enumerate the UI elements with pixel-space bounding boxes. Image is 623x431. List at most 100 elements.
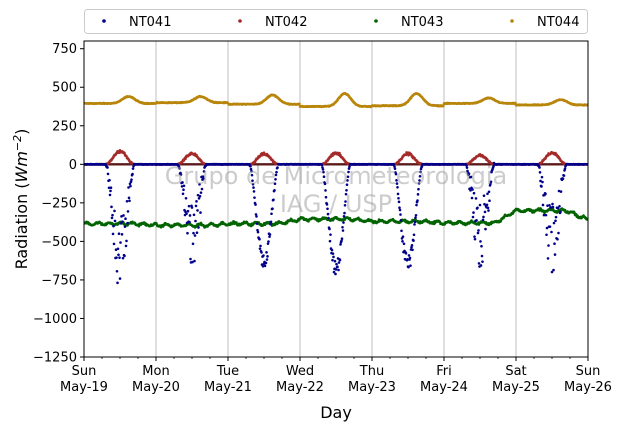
point-nt041 (544, 192, 547, 196)
x-tick-label-day: Sun (72, 364, 97, 379)
legend-box (84, 9, 588, 34)
point-nt041 (473, 235, 476, 238)
y-tick-label: 750 (52, 42, 77, 57)
point-nt041 (252, 190, 256, 193)
point-nt041 (477, 229, 480, 232)
grid-lines (155, 41, 517, 357)
point-nt041 (106, 166, 109, 169)
point-nt041 (341, 225, 344, 229)
y-tick-label: −1000 (33, 312, 77, 327)
point-nt041 (413, 223, 416, 226)
x-axis-title: Day (320, 403, 352, 422)
point-nt041 (198, 194, 202, 198)
legend: NT041 NT042 NT043 NT044 (84, 9, 588, 34)
point-nt041 (540, 175, 544, 179)
point-nt041 (108, 193, 112, 197)
point-nt041 (192, 231, 195, 235)
point-nt041 (193, 234, 197, 237)
x-tick-label-date: May-26 (564, 380, 612, 395)
point-nt041 (485, 203, 489, 207)
point-nt041 (487, 209, 490, 212)
point-nt041 (258, 247, 262, 250)
point-nt041 (538, 166, 541, 169)
point-nt041 (193, 259, 196, 263)
point-nt044 (442, 104, 445, 108)
x-tick-label-day: Mon (142, 364, 169, 379)
point-nt041 (550, 230, 553, 234)
point-nt041 (410, 244, 414, 247)
point-nt041 (557, 231, 560, 235)
point-nt041 (481, 260, 484, 263)
point-nt041 (328, 227, 331, 231)
point-nt041 (254, 203, 257, 206)
point-nt041 (129, 184, 132, 188)
y-tick-label: −750 (41, 273, 77, 288)
y-axis-title-exp: −2 (11, 135, 24, 151)
x-tick-label-day: Sat (505, 364, 526, 379)
point-nt041 (192, 213, 196, 217)
x-tick-label-day: Fri (436, 364, 452, 379)
point-nt041 (330, 248, 334, 252)
point-nt041 (111, 213, 114, 217)
point-nt041 (265, 251, 268, 254)
x-tick-label-day: Thu (359, 364, 384, 379)
legend-marker (238, 19, 242, 23)
point-nt041 (184, 196, 188, 200)
point-nt041 (188, 220, 191, 224)
point-nt041 (272, 198, 275, 202)
point-nt041 (255, 222, 259, 225)
point-nt041 (253, 196, 256, 199)
point-nt041 (119, 241, 122, 244)
point-nt041 (125, 199, 129, 203)
point-nt041 (414, 216, 417, 220)
watermark-text: Grupo de Micrometeorologia (165, 162, 507, 190)
point-nt041 (194, 204, 198, 208)
point-nt041 (476, 231, 480, 235)
y-axis-title-text: Radiation (12, 194, 31, 270)
point-nt041 (263, 264, 267, 268)
point-nt041 (260, 251, 263, 254)
x-tick-label-date: May-19 (60, 380, 108, 395)
point-nt041 (562, 174, 566, 177)
y-tick-label: −1250 (33, 351, 77, 366)
point-nt041 (268, 233, 272, 236)
point-nt041 (399, 213, 402, 216)
point-nt041 (333, 259, 337, 263)
point-nt041 (265, 258, 269, 261)
point-nt041 (470, 196, 474, 200)
point-nt041 (199, 211, 202, 214)
point-nt044 (514, 101, 517, 105)
point-nt041 (118, 277, 122, 280)
point-nt041 (407, 254, 411, 257)
point-nt041 (538, 171, 542, 174)
point-nt041 (269, 220, 273, 224)
y-tick-label: 500 (52, 81, 77, 96)
point-nt041 (334, 268, 338, 271)
x-tick-label-date: May-23 (348, 380, 396, 395)
point-nt041 (401, 240, 404, 243)
point-nt041 (126, 210, 130, 213)
x-tick-label-date: May-25 (492, 380, 540, 395)
x-tick-label-date: May-20 (132, 380, 180, 395)
point-nt041 (336, 265, 339, 269)
legend-label: NT041 (129, 15, 171, 30)
point-nt041 (411, 248, 414, 252)
point-nt041 (397, 200, 401, 204)
point-nt041 (121, 256, 125, 260)
point-nt041 (400, 229, 403, 233)
point-nt041 (559, 190, 563, 193)
point-nt041 (563, 167, 567, 170)
point-nt041 (128, 199, 131, 203)
point-nt041 (267, 240, 270, 243)
point-nt041 (195, 231, 199, 235)
point-nt041 (116, 281, 119, 285)
point-nt041 (328, 239, 332, 243)
point-nt041 (196, 209, 199, 212)
point-nt041 (409, 264, 412, 267)
point-nt041 (125, 239, 128, 243)
point-nt041 (195, 200, 198, 203)
point-nt041 (472, 191, 476, 195)
point-nt041 (329, 233, 332, 236)
point-nt041 (258, 237, 261, 241)
point-nt041 (117, 232, 121, 236)
